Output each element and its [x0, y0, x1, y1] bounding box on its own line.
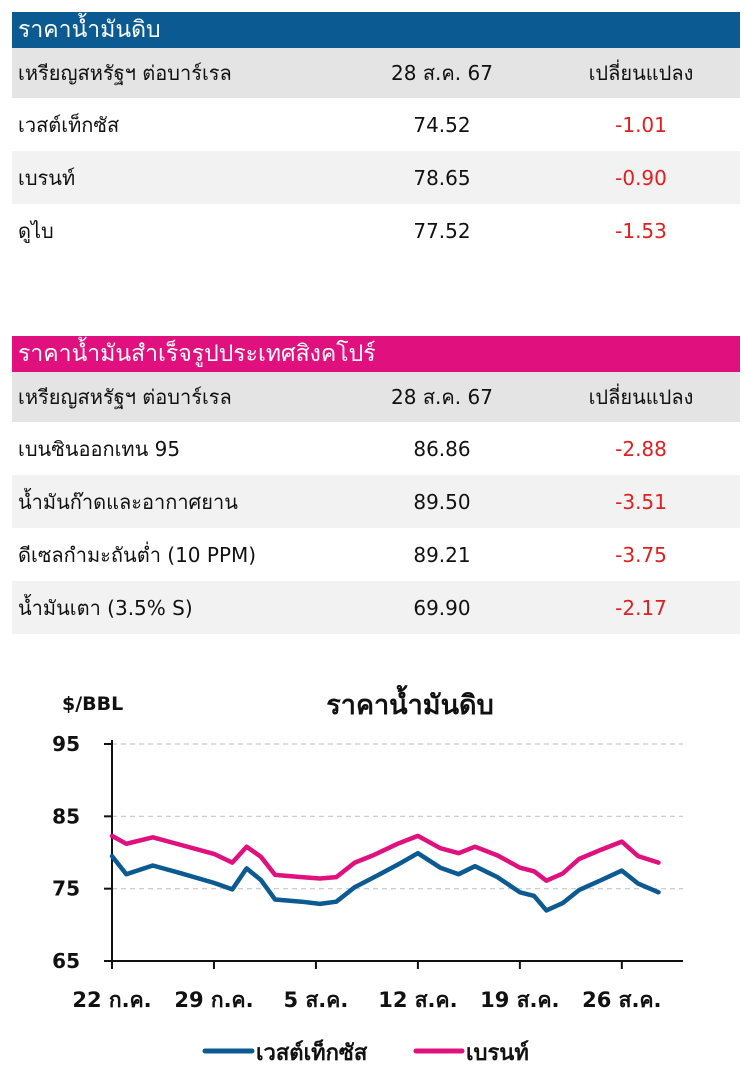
table-row: เบรนท์ 78.65 -0.90: [12, 151, 740, 204]
table-row: ดีเซลกำมะถันต่ำ (10 PPM) 89.21 -3.75: [12, 528, 740, 581]
row-name: เบนซินออกเทน 95: [18, 436, 181, 461]
table-row: เบนซินออกเทน 95 86.86 -2.88: [12, 422, 740, 475]
table-row: ดูไบ 77.52 -1.53: [12, 204, 740, 257]
x-tick-label: 22 ก.ค.: [72, 988, 151, 1012]
x-tick-label: 5 ส.ค.: [284, 988, 349, 1012]
row-name: เวสต์เท็กซัส: [18, 112, 120, 137]
row-price: 78.65: [413, 165, 471, 190]
chart-legend: เวสต์เท็กซัส เบรนท์: [202, 1038, 529, 1066]
row-change: -3.51: [615, 489, 667, 514]
row-name: น้ำมันก๊าดและอากาศยาน: [18, 489, 238, 514]
row-change: -2.88: [615, 436, 667, 461]
header-change: เปลี่ยนแปลง: [588, 61, 694, 85]
series-line-brent: [109, 833, 661, 883]
x-tick-label: 12 ส.ค.: [378, 988, 457, 1012]
y-tick-label: 65: [52, 949, 80, 973]
chart-ylabel: $/BBL: [62, 693, 123, 715]
row-price: 89.50: [413, 489, 471, 514]
singapore-products-table: ราคาน้ำมันสำเร็จรูปประเทศสิงคโปร์ เหรียญ…: [12, 336, 740, 634]
singapore-products-title: ราคาน้ำมันสำเร็จรูปประเทศสิงคโปร์: [12, 336, 740, 372]
row-price: 69.90: [413, 595, 471, 620]
table-row: เวสต์เท็กซัส 74.52 -1.01: [12, 98, 740, 151]
crude-oil-chart: $/BBL ราคาน้ำมันดิบ 65 75 85 95 22 ก.ค. 29 ก.…: [0, 672, 745, 1083]
header-unit: เหรียญสหรัฐฯ ต่อบาร์เรล: [18, 61, 232, 85]
row-change: -0.90: [615, 165, 667, 190]
crude-oil-table: ราคาน้ำมันดิบ เหรียญสหรัฐฯ ต่อบาร์เรล 28…: [12, 12, 740, 257]
row-name: น้ำมันเตา (3.5% S): [18, 595, 193, 620]
crude-oil-header-row: เหรียญสหรัฐฯ ต่อบาร์เรล 28 ส.ค. 67 เปลี่…: [12, 48, 740, 98]
crude-oil-title: ราคาน้ำมันดิบ: [12, 12, 740, 48]
chart-title: ราคาน้ำมันดิบ: [326, 684, 493, 721]
table-row: น้ำมันเตา (3.5% S) 69.90 -2.17: [12, 581, 740, 634]
x-tick-label: 29 ก.ค.: [174, 988, 253, 1012]
y-tick-label: 75: [52, 877, 80, 901]
row-change: -1.53: [615, 218, 667, 243]
y-tick-label: 95: [52, 732, 80, 756]
header-date: 28 ส.ค. 67: [391, 61, 493, 85]
header-change: เปลี่ยนแปลง: [588, 385, 694, 409]
row-name: ดีเซลกำมะถันต่ำ (10 PPM): [18, 542, 257, 567]
row-change: -2.17: [615, 595, 667, 620]
series-layer: [109, 833, 661, 913]
row-name: ดูไบ: [18, 218, 54, 243]
axis-layer: 65 75 85 95 22 ก.ค. 29 ก.ค. 5 ส.ค. 12 ส.ค. 19 ส.…: [52, 732, 683, 1012]
singapore-header-row: เหรียญสหรัฐฯ ต่อบาร์เรล 28 ส.ค. 67 เปลี่…: [12, 372, 740, 422]
row-price: 74.52: [413, 112, 471, 137]
row-price: 77.52: [413, 218, 471, 243]
legend-label-brent: เบรนท์: [466, 1040, 529, 1066]
table-row: น้ำมันก๊าดและอากาศยาน 89.50 -3.51: [12, 475, 740, 528]
y-tick-label: 85: [52, 804, 80, 828]
header-date: 28 ส.ค. 67: [391, 385, 493, 409]
x-tick-label: 26 ส.ค.: [582, 988, 661, 1012]
series-line-wti: [109, 850, 661, 913]
row-change: -1.01: [615, 112, 667, 137]
legend-label-wti: เวสต์เท็กซัส: [256, 1038, 368, 1066]
row-change: -3.75: [615, 542, 667, 567]
row-price: 89.21: [413, 542, 471, 567]
row-name: เบรนท์: [18, 165, 76, 190]
header-unit: เหรียญสหรัฐฯ ต่อบาร์เรล: [18, 385, 232, 409]
row-price: 86.86: [413, 436, 471, 461]
chart-svg: $/BBL ราคาน้ำมันดิบ 65 75 85 95 22 ก.ค. 29 ก.…: [52, 684, 683, 1066]
x-tick-label: 19 ส.ค.: [480, 988, 559, 1012]
